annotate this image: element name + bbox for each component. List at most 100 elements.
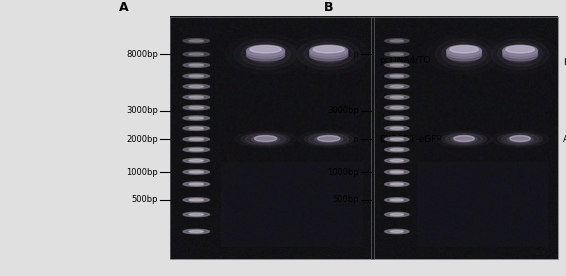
Ellipse shape xyxy=(506,46,534,53)
Ellipse shape xyxy=(183,84,209,89)
Ellipse shape xyxy=(498,133,543,146)
Ellipse shape xyxy=(448,46,481,63)
Ellipse shape xyxy=(247,45,285,56)
Ellipse shape xyxy=(498,42,543,66)
Ellipse shape xyxy=(189,85,204,87)
Ellipse shape xyxy=(305,133,353,146)
Bar xyxy=(371,17,558,259)
Ellipse shape xyxy=(441,42,487,66)
Bar xyxy=(170,17,374,259)
Ellipse shape xyxy=(385,105,409,110)
Ellipse shape xyxy=(183,63,209,67)
Ellipse shape xyxy=(436,131,492,147)
Ellipse shape xyxy=(491,39,549,70)
Ellipse shape xyxy=(225,34,306,74)
Ellipse shape xyxy=(254,49,277,60)
Ellipse shape xyxy=(447,45,482,56)
Ellipse shape xyxy=(390,213,404,216)
Ellipse shape xyxy=(183,39,209,43)
Ellipse shape xyxy=(427,34,501,74)
Ellipse shape xyxy=(189,107,204,109)
Ellipse shape xyxy=(454,136,474,142)
Text: 500bp: 500bp xyxy=(332,195,359,205)
Ellipse shape xyxy=(189,40,204,42)
Ellipse shape xyxy=(315,136,343,143)
Ellipse shape xyxy=(441,133,487,146)
Ellipse shape xyxy=(385,137,409,141)
Ellipse shape xyxy=(234,39,297,70)
Text: pcDNA4/TO: pcDNA4/TO xyxy=(563,56,566,65)
Ellipse shape xyxy=(390,64,404,66)
Ellipse shape xyxy=(183,198,209,202)
Text: CX3CR1-eGFP: CX3CR1-eGFP xyxy=(379,135,442,144)
Ellipse shape xyxy=(503,45,538,56)
Ellipse shape xyxy=(454,49,474,60)
Ellipse shape xyxy=(385,147,409,152)
Ellipse shape xyxy=(254,136,277,142)
Ellipse shape xyxy=(390,53,404,55)
Ellipse shape xyxy=(183,105,209,110)
Ellipse shape xyxy=(298,131,359,147)
Ellipse shape xyxy=(297,39,360,70)
Ellipse shape xyxy=(501,134,539,145)
Ellipse shape xyxy=(189,64,204,66)
Ellipse shape xyxy=(510,136,530,142)
Ellipse shape xyxy=(183,229,209,234)
Ellipse shape xyxy=(241,133,290,146)
Ellipse shape xyxy=(189,138,204,140)
Ellipse shape xyxy=(504,46,537,63)
Ellipse shape xyxy=(247,47,285,59)
Ellipse shape xyxy=(289,34,369,74)
Ellipse shape xyxy=(189,230,204,233)
Text: ADRB3-eGFP: ADRB3-eGFP xyxy=(563,135,566,144)
Text: 1000bp: 1000bp xyxy=(126,168,158,177)
Text: 500bp: 500bp xyxy=(131,195,158,205)
Ellipse shape xyxy=(507,136,533,143)
Text: 3000bp: 3000bp xyxy=(327,106,359,115)
Ellipse shape xyxy=(308,134,349,145)
Ellipse shape xyxy=(385,63,409,67)
Text: 2000bp: 2000bp xyxy=(327,135,359,144)
Ellipse shape xyxy=(241,42,290,66)
Ellipse shape xyxy=(385,229,409,234)
Ellipse shape xyxy=(445,134,483,145)
Ellipse shape xyxy=(390,230,404,233)
Ellipse shape xyxy=(510,49,530,60)
Ellipse shape xyxy=(310,47,348,59)
Ellipse shape xyxy=(250,46,281,53)
Ellipse shape xyxy=(390,160,404,162)
Ellipse shape xyxy=(390,107,404,109)
Bar xyxy=(418,162,548,247)
Ellipse shape xyxy=(189,199,204,201)
Ellipse shape xyxy=(248,46,284,63)
Ellipse shape xyxy=(183,52,209,56)
Text: 8000bp: 8000bp xyxy=(327,50,359,59)
Text: pcDNA4/TO: pcDNA4/TO xyxy=(379,56,431,65)
Ellipse shape xyxy=(385,170,409,174)
Ellipse shape xyxy=(189,96,204,98)
Ellipse shape xyxy=(390,171,404,173)
Ellipse shape xyxy=(385,116,409,120)
Ellipse shape xyxy=(183,212,209,217)
Ellipse shape xyxy=(390,75,404,77)
Ellipse shape xyxy=(310,45,348,56)
Ellipse shape xyxy=(245,134,286,145)
Ellipse shape xyxy=(189,117,204,119)
Ellipse shape xyxy=(503,47,538,59)
Ellipse shape xyxy=(251,136,280,143)
Ellipse shape xyxy=(311,46,346,63)
Ellipse shape xyxy=(385,126,409,131)
Ellipse shape xyxy=(503,50,538,61)
Ellipse shape xyxy=(390,199,404,201)
Ellipse shape xyxy=(189,75,204,77)
Text: A: A xyxy=(119,1,128,14)
Ellipse shape xyxy=(183,182,209,186)
Ellipse shape xyxy=(183,116,209,120)
Text: 8000bp: 8000bp xyxy=(126,50,158,59)
Text: 2000bp: 2000bp xyxy=(126,135,158,144)
Ellipse shape xyxy=(183,137,209,141)
Ellipse shape xyxy=(183,147,209,152)
Ellipse shape xyxy=(189,160,204,162)
Ellipse shape xyxy=(385,95,409,99)
Ellipse shape xyxy=(451,136,477,143)
